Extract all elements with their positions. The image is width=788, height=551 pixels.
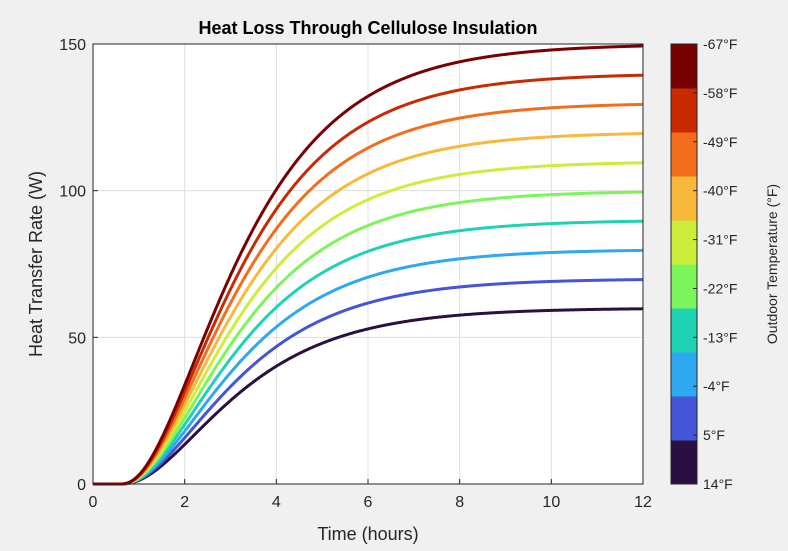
series-group bbox=[92, 44, 644, 486]
series-line bbox=[92, 102, 644, 486]
colorbar-segment bbox=[671, 220, 697, 265]
colorbar-segment bbox=[671, 44, 697, 89]
colorbar-segment bbox=[671, 308, 697, 353]
y-tick-label: 150 bbox=[59, 37, 86, 54]
y-tick-label: 100 bbox=[59, 184, 86, 201]
series-line bbox=[92, 278, 644, 486]
colorbar-segment bbox=[671, 352, 697, 397]
colorbar-segment bbox=[671, 396, 697, 441]
series-line bbox=[92, 248, 644, 486]
colorbar-segment bbox=[671, 176, 697, 221]
x-tick-label: 10 bbox=[542, 494, 560, 511]
colorbar-tick-label: -58°F bbox=[703, 85, 737, 101]
colorbar-segment bbox=[671, 264, 697, 309]
colorbar-tick-label: -40°F bbox=[703, 183, 737, 199]
colorbar-segment bbox=[671, 132, 697, 177]
y-axis: 0 50 100 150 bbox=[59, 37, 98, 494]
series-line bbox=[92, 190, 644, 486]
x-tick-label: 2 bbox=[180, 494, 189, 511]
colorbar-tick-label: 5°F bbox=[703, 427, 725, 443]
y-tick-label: 50 bbox=[68, 330, 86, 347]
x-axis: 0 2 4 6 8 10 12 bbox=[89, 479, 652, 511]
x-tick-label: 0 bbox=[89, 494, 98, 511]
x-axis-label: Time (hours) bbox=[317, 524, 418, 544]
colorbar-tick-label: -49°F bbox=[703, 134, 737, 150]
x-tick-label: 6 bbox=[364, 494, 373, 511]
colorbar-tick-label: -13°F bbox=[703, 329, 737, 345]
x-tick-label: 12 bbox=[634, 494, 652, 511]
colorbar-tick-label: 14°F bbox=[703, 476, 733, 492]
x-tick-label: 8 bbox=[455, 494, 464, 511]
colorbar-segment bbox=[671, 88, 697, 133]
colorbar-frame bbox=[670, 43, 698, 485]
colorbar-segment bbox=[671, 440, 697, 485]
colorbar-tick-label: -22°F bbox=[703, 280, 737, 296]
series-line bbox=[92, 73, 644, 486]
chart-title: Heat Loss Through Cellulose Insulation bbox=[198, 18, 537, 38]
series-line bbox=[92, 161, 644, 486]
colorbar: 14°F 5°F -4°F -13°F -22°F -31°F -40°F -49°F -58°… bbox=[670, 36, 737, 492]
series-line bbox=[92, 307, 644, 486]
colorbar-tick-label: -4°F bbox=[703, 378, 730, 394]
x-tick-label: 4 bbox=[272, 494, 281, 511]
y-axis-label: Heat Transfer Rate (W) bbox=[26, 171, 46, 357]
colorbar-label: Outdoor Temperature (°F) bbox=[764, 184, 780, 344]
y-tick-label: 0 bbox=[77, 477, 86, 494]
colorbar-tick-label: -67°F bbox=[703, 36, 737, 52]
series-line bbox=[92, 44, 644, 486]
series-line bbox=[92, 219, 644, 486]
series-line bbox=[92, 132, 644, 486]
colorbar-tick-label: -31°F bbox=[703, 232, 737, 248]
